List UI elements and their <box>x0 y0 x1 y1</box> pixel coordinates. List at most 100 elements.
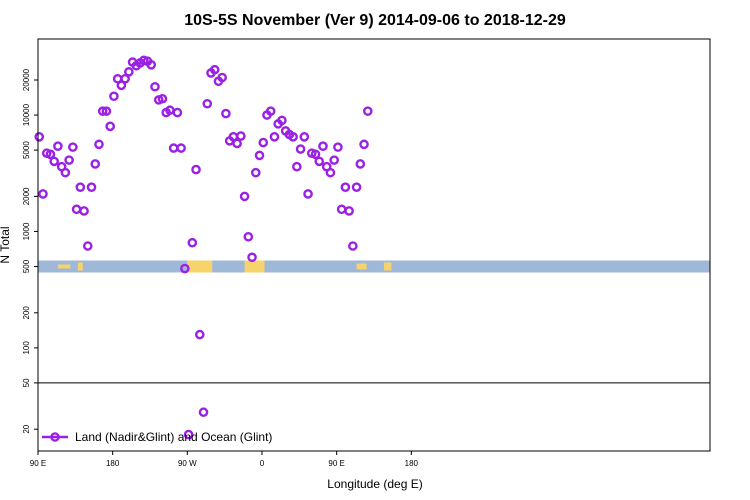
land-patch <box>244 260 265 273</box>
legend-label: Land (Nadir&Glint) and Ocean (Glint) <box>75 430 272 444</box>
data-point <box>288 132 298 142</box>
y-tick-label: 100 <box>22 341 31 355</box>
data-point <box>340 182 351 192</box>
data-point <box>194 329 205 340</box>
data-point <box>75 182 86 192</box>
data-point <box>176 143 186 153</box>
data-point <box>325 167 336 178</box>
ocean-band <box>38 260 710 273</box>
data-point <box>247 252 257 263</box>
data-point <box>105 121 115 132</box>
x-tick-label: 90 E <box>30 459 46 468</box>
land-patch <box>77 262 83 271</box>
data-point <box>157 93 168 104</box>
y-tick-label: 1000 <box>22 222 31 240</box>
map-strip <box>38 260 710 273</box>
data-points <box>34 55 373 440</box>
data-point <box>250 167 261 178</box>
data-point <box>180 263 190 274</box>
data-point <box>348 241 358 251</box>
data-point <box>71 204 82 215</box>
data-point <box>79 206 89 216</box>
data-point <box>150 81 160 92</box>
data-point <box>60 167 71 178</box>
y-tick-label: 2000 <box>22 187 31 205</box>
data-point <box>191 164 201 175</box>
data-point <box>68 142 78 152</box>
data-point <box>172 107 183 118</box>
x-tick-label: 90 E <box>328 459 344 468</box>
data-point <box>221 108 231 119</box>
plot-frame <box>37 38 711 452</box>
data-point <box>45 149 56 160</box>
x-axis-label: Longitude (deg E) <box>327 477 422 491</box>
data-point <box>362 106 373 116</box>
data-point <box>329 155 339 165</box>
data-point <box>239 191 250 202</box>
data-point <box>187 237 198 248</box>
data-point <box>344 206 354 216</box>
x-tick-label: 90 W <box>178 459 197 468</box>
y-axis-label: N Total <box>0 226 12 263</box>
data-point <box>97 106 108 116</box>
data-point <box>34 132 45 142</box>
x-tick-label: 0 <box>260 459 265 468</box>
data-point <box>314 156 325 167</box>
data-point <box>336 204 347 215</box>
data-point <box>351 182 362 192</box>
y-tick-label: 10000 <box>22 103 31 126</box>
chart-title: 10S-5S November (Ver 9) 2014-09-06 to 20… <box>184 12 566 29</box>
y-tick-label: 50 <box>22 378 31 387</box>
y-tick-label: 200 <box>22 306 31 320</box>
data-point <box>277 115 287 126</box>
data-point <box>168 143 179 153</box>
data-point <box>355 159 366 169</box>
data-point <box>232 138 242 149</box>
y-tick-label: 500 <box>22 259 31 273</box>
legend-marker <box>50 432 60 442</box>
data-point <box>299 132 310 142</box>
data-point <box>38 189 48 199</box>
data-point <box>310 149 321 160</box>
data-point <box>94 139 104 150</box>
data-point <box>243 231 254 242</box>
data-point <box>120 73 130 84</box>
data-point <box>265 106 276 116</box>
data-point <box>254 150 265 161</box>
data-point <box>90 159 101 169</box>
legend: Land (Nadir&Glint) and Ocean (Glint) <box>42 430 272 444</box>
data-point <box>198 407 209 418</box>
y-tick-label: 20000 <box>22 68 31 91</box>
y-tick-label: 5000 <box>22 141 31 159</box>
data-point <box>183 429 194 440</box>
land-patch <box>383 262 392 271</box>
data-point <box>333 142 343 152</box>
x-tick-label: 180 <box>405 459 419 468</box>
data-point <box>124 67 134 77</box>
data-point <box>146 60 157 70</box>
y-tick-label: 20 <box>22 424 31 433</box>
data-point <box>303 189 313 199</box>
data-point <box>359 139 369 150</box>
data-point <box>86 182 97 192</box>
land-patch <box>187 260 213 273</box>
x-tick-label: 180 <box>106 459 120 468</box>
data-point <box>82 241 93 251</box>
data-point <box>49 156 59 167</box>
data-point <box>209 64 220 75</box>
data-point <box>109 91 119 102</box>
data-point <box>258 137 269 148</box>
data-point <box>217 72 227 83</box>
data-point <box>318 141 328 151</box>
data-point <box>236 131 246 141</box>
data-point <box>202 98 213 109</box>
data-point <box>269 132 280 142</box>
data-point <box>53 141 63 151</box>
land-patch <box>57 264 71 269</box>
land-patch <box>356 263 367 270</box>
data-point <box>295 144 306 154</box>
data-point <box>64 155 74 165</box>
data-point <box>292 161 302 172</box>
data-point <box>101 106 112 116</box>
